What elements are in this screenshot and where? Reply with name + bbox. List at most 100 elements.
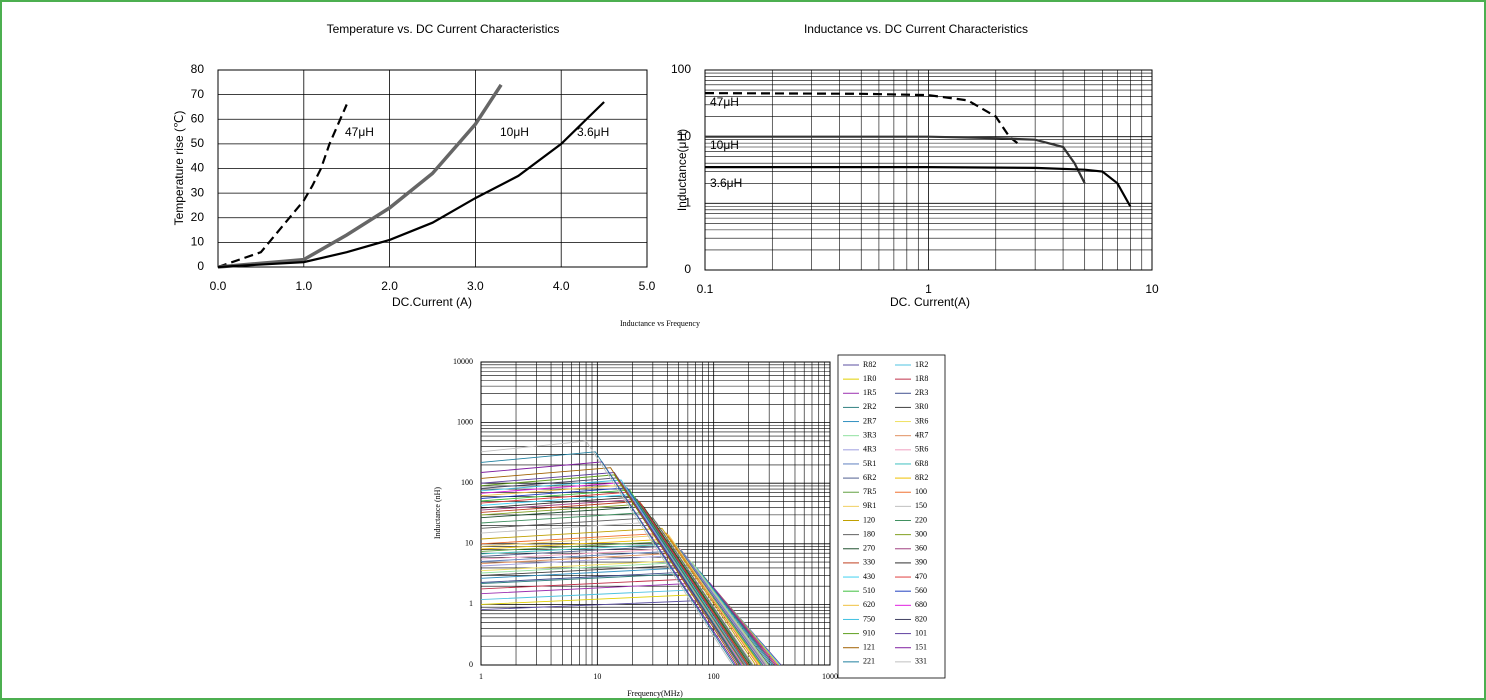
- series-line: [480, 527, 757, 666]
- y-tick-label: 80: [191, 62, 205, 76]
- series-line: [480, 489, 745, 666]
- y-tick-label: 1: [684, 196, 691, 210]
- y-tick-label: 70: [191, 87, 205, 101]
- y-tick-label: 100: [671, 62, 691, 76]
- series-line: [480, 487, 744, 666]
- legend-label: 3R0: [915, 402, 928, 411]
- x-tick-label: 10: [593, 672, 601, 681]
- y-tick-label: 10: [678, 129, 692, 143]
- x-tick-label: 3.0: [467, 279, 484, 293]
- y-tick-label: 1000: [457, 417, 473, 426]
- legend-label: 5R6: [915, 445, 928, 454]
- legend-label: 750: [863, 614, 875, 623]
- x-axis-label: DC.Current (A): [392, 295, 472, 309]
- series-line: [217, 101, 605, 269]
- series-line: [480, 467, 738, 666]
- y-axis-label: Inductance(μH): [675, 129, 689, 211]
- legend-label: 1R2: [915, 360, 928, 369]
- series-line: [480, 566, 772, 666]
- legend-label: 360: [915, 544, 927, 553]
- series-line: [480, 534, 760, 666]
- y-tick-label: 0: [197, 259, 204, 273]
- series-line: [480, 451, 735, 666]
- legend-label: 1R0: [863, 374, 876, 383]
- legend-label: 2R7: [863, 416, 876, 425]
- y-tick-label: 0: [469, 660, 473, 669]
- legend-label: 100: [915, 487, 927, 496]
- series-line: [480, 500, 749, 666]
- legend-label: 220: [915, 515, 927, 524]
- x-tick-label: 100: [708, 672, 720, 681]
- series-label: 10μH: [710, 138, 739, 152]
- series-line: [480, 559, 768, 666]
- series-line: [480, 517, 753, 666]
- series-label: 10μH: [500, 125, 529, 139]
- legend-label: 2R2: [863, 402, 876, 411]
- chart: 0.0 1.0 2.0 3.0 4.0 5.0 0 10 20 30 40 50 60 70 80 Tempe…: [172, 22, 655, 309]
- legend-label: 270: [863, 544, 875, 553]
- legend-label: 820: [915, 614, 927, 623]
- legend-label: 1R5: [863, 388, 876, 397]
- y-tick-label: 10: [191, 235, 205, 249]
- series-line: [217, 83, 503, 269]
- series-line: [704, 92, 1019, 144]
- series-line: [480, 561, 769, 666]
- legend-label: 6R8: [915, 459, 928, 468]
- y-tick-label: 10000: [453, 357, 473, 366]
- series-label: 3.6μH: [577, 125, 609, 139]
- plot-area: [480, 361, 831, 666]
- chart-title: Inductance vs. DC Current Characteristic…: [804, 22, 1028, 36]
- series-label: 47μH: [345, 125, 374, 139]
- x-tick-label: 1: [479, 672, 483, 681]
- legend-label: 150: [915, 501, 927, 510]
- series-line: [480, 550, 766, 666]
- legend-label: 331: [915, 657, 927, 666]
- legend-label: 510: [863, 586, 875, 595]
- series-line: [480, 506, 751, 666]
- legend-label: 120: [863, 515, 875, 524]
- series-line: [705, 135, 1086, 184]
- x-tick-label: 0.1: [697, 282, 714, 296]
- legend-label: 300: [915, 529, 927, 538]
- legend-label: 1R8: [915, 374, 928, 383]
- x-axis-label: Frequency(MHz): [627, 689, 683, 698]
- y-tick-label: 1: [469, 599, 473, 608]
- legend-label: 560: [915, 586, 927, 595]
- y-axis-label: Inductance (nH): [433, 487, 442, 540]
- series-line: [705, 166, 1132, 207]
- legend-label: 101: [915, 628, 927, 637]
- series-line: [480, 543, 763, 666]
- series-label: 3.6μH: [710, 176, 742, 190]
- y-tick-label: 100: [461, 478, 473, 487]
- chart-title: Temperature vs. DC Current Characteristi…: [327, 22, 560, 36]
- legend-box: [837, 354, 946, 679]
- x-tick-label: 2.0: [381, 279, 398, 293]
- legend-label: 5R1: [863, 459, 876, 468]
- chart-title: Inductance vs Frequency: [620, 319, 700, 328]
- legend-label: 3R6: [915, 416, 928, 425]
- y-axis-label: Temperature rise (℃): [172, 111, 186, 226]
- legend-label: 121: [863, 643, 875, 652]
- y-tick-label: 20: [191, 210, 205, 224]
- legend-label: 430: [863, 572, 875, 581]
- legend-label: 2R3: [915, 388, 928, 397]
- x-tick-label: 5.0: [639, 279, 656, 293]
- legend-label: 221: [863, 657, 875, 666]
- legend-label: 680: [915, 600, 927, 609]
- x-axis-label: DC. Current(A): [890, 295, 970, 309]
- series-label: 47μH: [710, 95, 739, 109]
- y-tick-label: 40: [191, 161, 205, 175]
- y-tick-label: 10: [465, 539, 473, 548]
- series-line: [480, 479, 742, 666]
- series-line: [217, 104, 348, 269]
- x-tick-label: 4.0: [553, 279, 570, 293]
- series-line: [480, 547, 765, 666]
- legend-label: 151: [915, 643, 927, 652]
- x-tick-label: 1: [925, 282, 932, 296]
- y-tick-label: 0: [684, 262, 691, 276]
- y-tick-label: 60: [191, 111, 205, 125]
- legend-label: 330: [863, 558, 875, 567]
